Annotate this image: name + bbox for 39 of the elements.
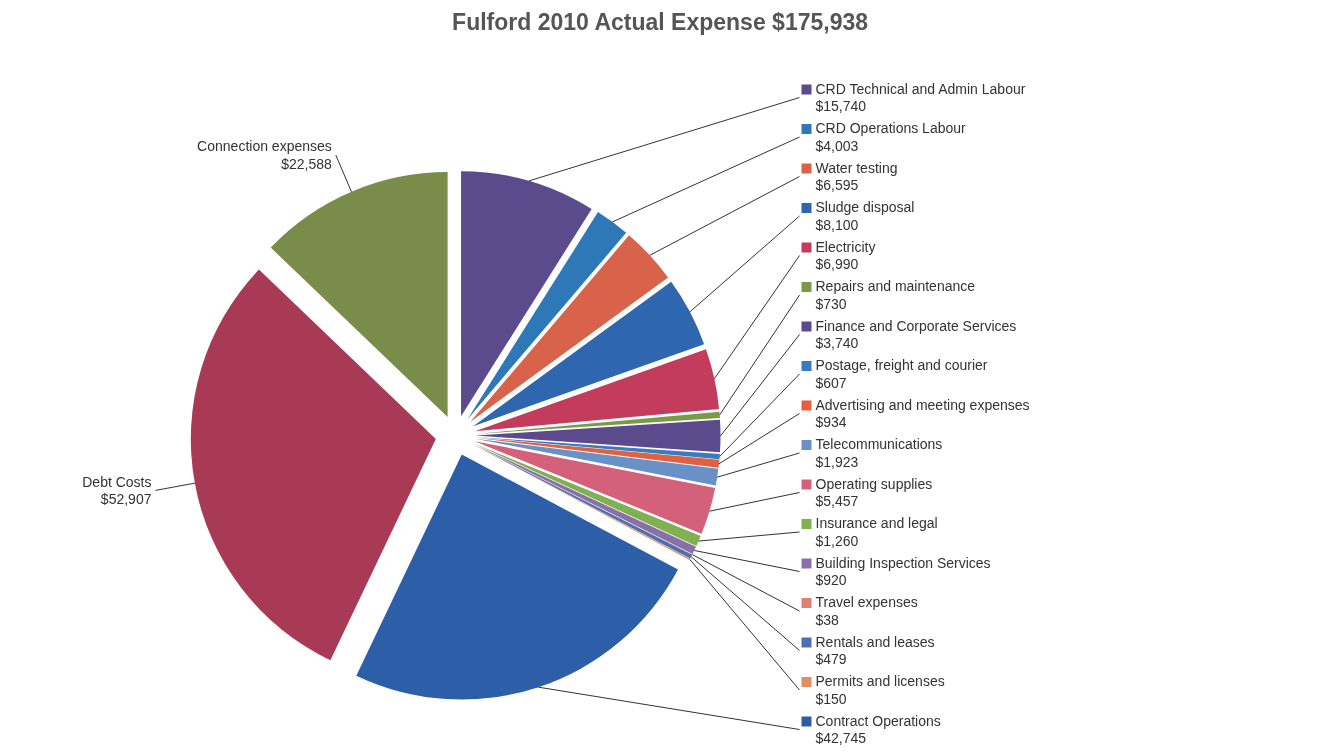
data-label: $42,745 bbox=[815, 730, 867, 747]
legend-label: CRD Operations Labour bbox=[815, 120, 967, 137]
data-label: $479 bbox=[815, 651, 847, 668]
data-label: $22,588 bbox=[281, 155, 332, 172]
data-label: $730 bbox=[815, 295, 847, 312]
data-label: $5,457 bbox=[815, 493, 859, 510]
legend-label: Permits and licenses bbox=[815, 673, 945, 690]
legend-label: Water testing bbox=[815, 159, 898, 176]
data-label: $1,923 bbox=[815, 453, 859, 470]
legend-label: Building Inspection Services bbox=[815, 554, 991, 571]
legend-label: Rentals and leases bbox=[815, 633, 935, 650]
data-label: $38 bbox=[815, 611, 840, 628]
data-label: $607 bbox=[815, 374, 847, 391]
legend-label: Travel expenses bbox=[815, 594, 918, 611]
data-label: $920 bbox=[815, 572, 847, 589]
slice-label: Debt Costs bbox=[82, 473, 152, 490]
legend-label: Operating supplies bbox=[815, 475, 933, 492]
data-label: $15,740 bbox=[815, 98, 867, 115]
legend-label: Repairs and maintenance bbox=[815, 278, 976, 295]
data-label: $1,260 bbox=[815, 532, 859, 549]
legend-label: Contract Operations bbox=[815, 712, 941, 729]
legend-label: Finance and Corporate Services bbox=[815, 317, 1017, 334]
data-label: $52,907 bbox=[100, 491, 152, 508]
data-label: $150 bbox=[815, 690, 847, 707]
legend-label: Advertising and meeting expenses bbox=[815, 396, 1030, 413]
chart-title: Fulford 2010 Actual Expense $175,938 bbox=[452, 8, 869, 35]
legend-label: Insurance and legal bbox=[815, 515, 938, 532]
legend-label: Electricity bbox=[815, 238, 876, 255]
legend-label: Sludge disposal bbox=[815, 199, 915, 216]
legend-label: Postage, freight and courier bbox=[815, 357, 988, 374]
data-label: $8,100 bbox=[815, 216, 859, 233]
data-label: $6,595 bbox=[815, 177, 859, 194]
legend-label: Telecommunications bbox=[815, 436, 943, 453]
data-label: $4,003 bbox=[815, 137, 859, 154]
data-label: $3,740 bbox=[815, 335, 859, 352]
slice-label: Connection expenses bbox=[197, 138, 332, 155]
data-label: $6,990 bbox=[815, 256, 859, 273]
data-label: $934 bbox=[815, 414, 847, 431]
legend-label: CRD Technical and Admin Labour bbox=[815, 80, 1026, 97]
